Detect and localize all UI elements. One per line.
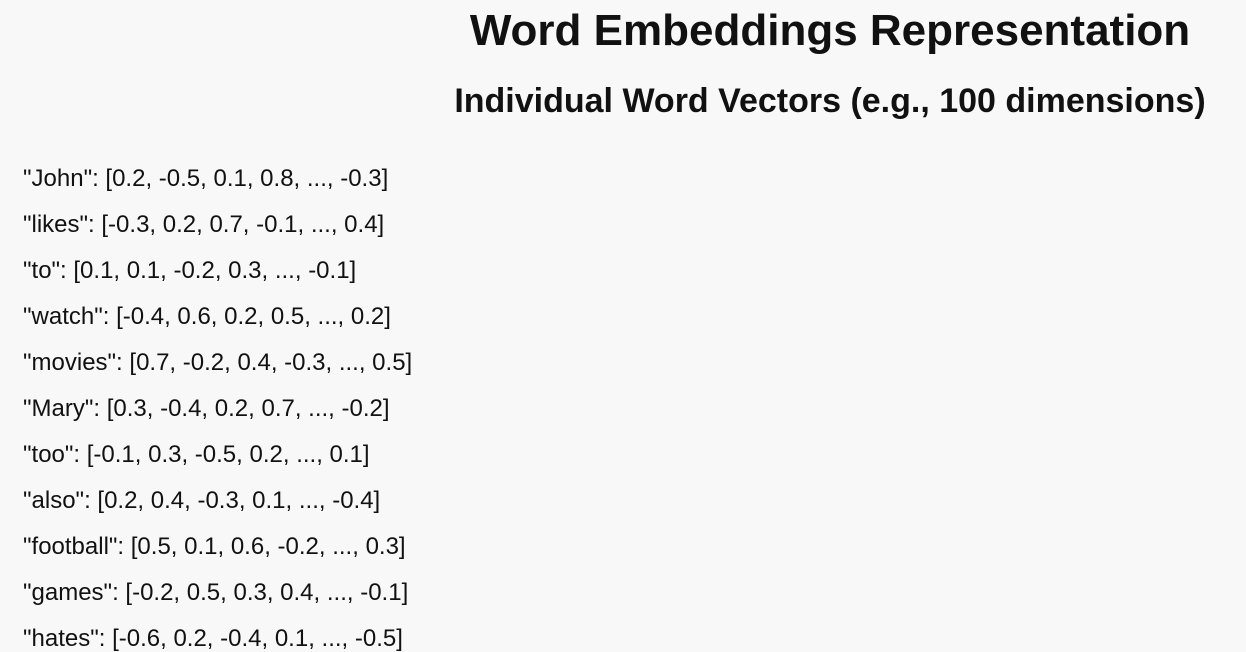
page-title: Word Embeddings Representation	[469, 6, 1191, 55]
word-vector-to: "to": [0.1, 0.1, -0.2, 0.3, ..., -0.1]	[23, 257, 357, 284]
word-vector-watch: "watch": [-0.4, 0.6, 0.2, 0.5, ..., 0.2]	[23, 303, 391, 330]
word-vector-also: "also": [0.2, 0.4, -0.3, 0.1, ..., -0.4]	[23, 487, 381, 514]
word-vector-too: "too": [-0.1, 0.3, -0.5, 0.2, ..., 0.1]	[23, 441, 370, 468]
word-vector-games: "games": [-0.2, 0.5, 0.3, 0.4, ..., -0.1…	[23, 579, 409, 606]
word-vector-mary: "Mary": [0.3, -0.4, 0.2, 0.7, ..., -0.2]	[23, 395, 390, 422]
word-vector-list: "John": [0.2, -0.5, 0.1, 0.8, ..., -0.3]…	[23, 156, 412, 652]
word-vector-john: "John": [0.2, -0.5, 0.1, 0.8, ..., -0.3]	[23, 165, 389, 192]
word-vector-hates: "hates": [-0.6, 0.2, -0.4, 0.1, ..., -0.…	[23, 625, 403, 652]
word-vector-football: "football": [0.5, 0.1, 0.6, -0.2, ..., 0…	[23, 533, 406, 560]
page-subtitle: Individual Word Vectors (e.g., 100 dimen…	[454, 82, 1206, 120]
word-vector-movies: "movies": [0.7, -0.2, 0.4, -0.3, ..., 0.…	[23, 349, 413, 376]
word-vector-likes: "likes": [-0.3, 0.2, 0.7, -0.1, ..., 0.4…	[23, 211, 385, 238]
